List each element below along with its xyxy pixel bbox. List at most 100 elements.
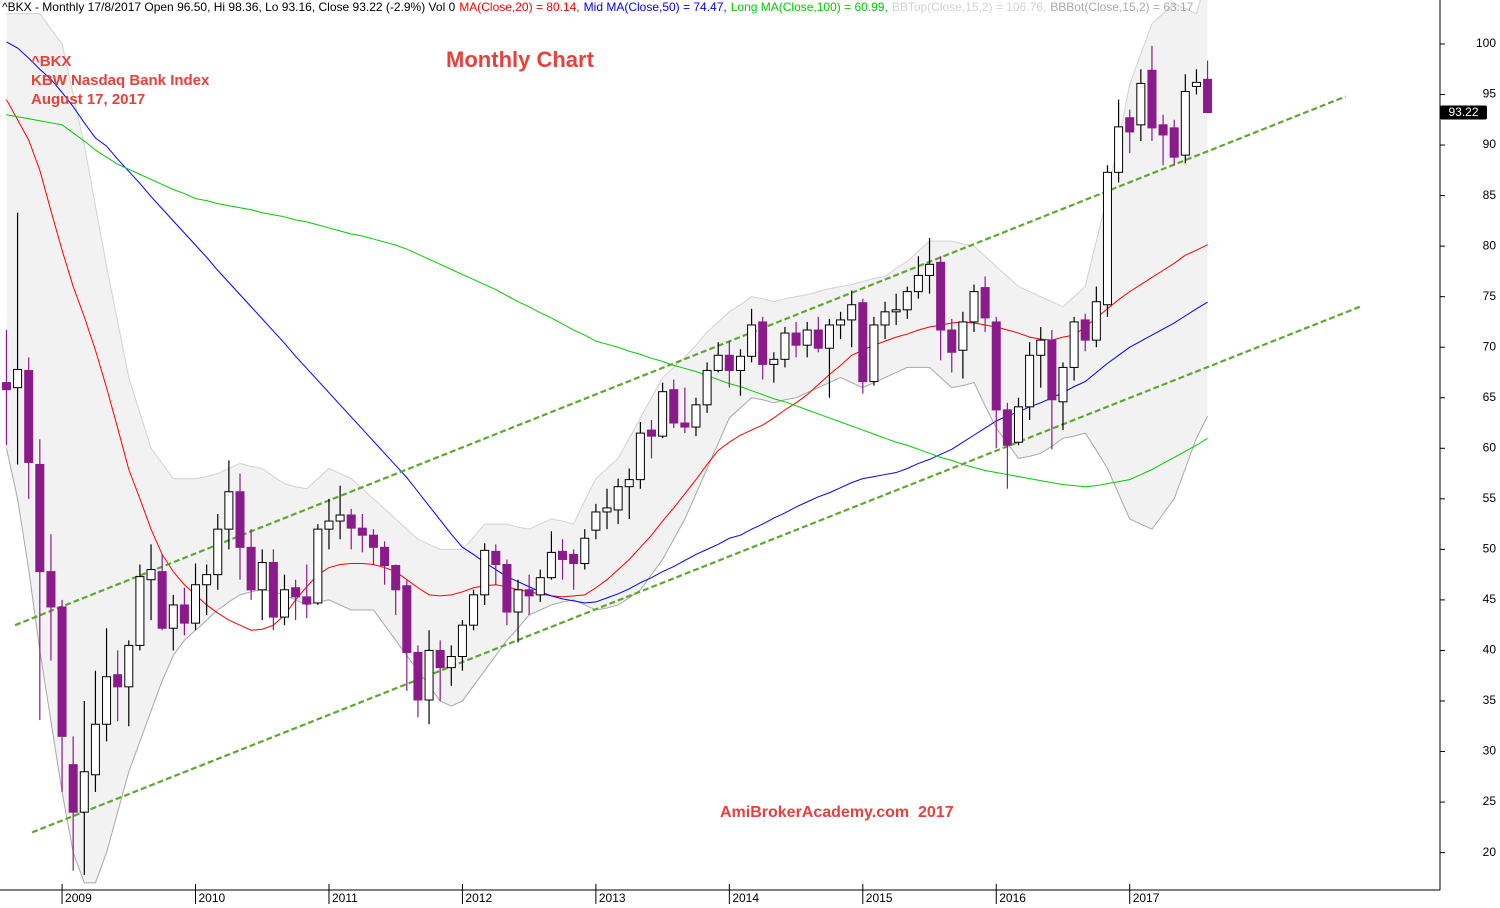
trend-line: [31, 305, 1361, 834]
y-tick-label: 50: [1483, 542, 1497, 556]
candle-body: [346, 514, 356, 529]
candle-body: [1191, 81, 1201, 87]
candle-body: [769, 358, 779, 365]
candle-body: [279, 589, 289, 618]
candle-body: [135, 576, 145, 646]
candle-body: [1180, 90, 1190, 156]
candle-body: [124, 644, 134, 688]
candle-body: [1069, 321, 1079, 368]
candle-body: [391, 565, 401, 591]
candle-body: [546, 551, 556, 579]
legend-entry: BBTop(Close,15,2) = 106.76,: [892, 0, 1046, 14]
candle-body: [513, 589, 523, 613]
candle-body: [969, 291, 979, 323]
symbol: ^BKX: [31, 53, 71, 70]
candle-body: [858, 302, 868, 383]
candle-body: [202, 574, 212, 586]
candle-body: [246, 546, 256, 591]
candle-body: [813, 329, 823, 349]
candle-body: [168, 604, 178, 629]
last-price-label: 93.22: [1448, 105, 1478, 119]
y-tick-label: 25: [1483, 794, 1497, 808]
date: August 17, 2017: [31, 91, 145, 108]
candle-body: [146, 569, 156, 581]
candle-body: [457, 624, 467, 658]
candle-body: [880, 311, 890, 326]
candle-body: [1, 382, 11, 391]
candle-body: [424, 649, 434, 701]
candle-body: [1125, 117, 1135, 133]
band-edge: [6, 0, 1201, 550]
candle-body: [936, 261, 946, 331]
legend-entry: BBBot(Close,15,2) = 63.17: [1050, 0, 1193, 14]
candle-body: [1013, 406, 1024, 443]
candle-body: [1102, 171, 1112, 306]
candle-body: [635, 432, 645, 481]
candle-body: [213, 528, 223, 576]
y-tick-label: 35: [1483, 693, 1497, 707]
x-tick-label: 2012: [465, 891, 492, 905]
legend-entry: Long MA(Close,100) = 60.99,: [731, 0, 888, 14]
candle-body: [713, 354, 723, 371]
candle-body: [1080, 319, 1090, 341]
candle-body: [1169, 127, 1179, 158]
legend-entry: Mid MA(Close,50) = 74.47,: [584, 0, 727, 14]
y-tick-label: 70: [1483, 339, 1497, 353]
candle-body: [669, 389, 679, 424]
x-tick-label: 2017: [1133, 891, 1160, 905]
x-tick-label: 2015: [866, 891, 893, 905]
candle-body: [735, 355, 745, 371]
candle-body: [368, 534, 378, 548]
candle-body: [46, 571, 56, 608]
candle-body: [747, 324, 757, 357]
x-tick-label: 2014: [732, 891, 759, 905]
x-tick-label: 2013: [599, 891, 626, 905]
candle-body: [824, 324, 834, 349]
y-tick-label: 95: [1483, 87, 1497, 101]
y-tick-label: 20: [1483, 845, 1497, 859]
legend-entry: MA(Close,20) = 80.14,: [459, 0, 579, 14]
candle-body: [802, 329, 812, 346]
candle-body: [335, 514, 345, 522]
candle-body: [291, 587, 301, 598]
candle-body: [446, 656, 456, 669]
candle-body: [702, 369, 712, 406]
candle-body: [191, 584, 201, 624]
candle-body: [991, 321, 1001, 411]
candle-body: [1002, 409, 1012, 446]
candle-body: [724, 354, 734, 371]
candle-body: [324, 520, 334, 530]
candle-body: [947, 329, 957, 353]
candle-body: [235, 491, 245, 548]
watermark: AmiBrokerAcademy.com 2017: [720, 804, 954, 821]
candle-body: [569, 553, 579, 565]
candle-body: [268, 562, 278, 618]
candle-body: [558, 550, 568, 560]
candle-body: [847, 304, 857, 321]
y-tick-label: 80: [1483, 238, 1497, 252]
candle-body: [646, 429, 656, 437]
y-tick-label: 40: [1483, 643, 1497, 657]
candle-body: [869, 324, 879, 383]
y-tick-label: 100: [1476, 36, 1496, 50]
candle-body: [302, 596, 312, 605]
candle-body: [902, 291, 912, 311]
candle-body: [257, 562, 267, 591]
candle-body: [658, 391, 668, 437]
candle-body: [24, 369, 34, 463]
candle-body: [68, 764, 78, 813]
chart-title: Monthly Chart: [446, 47, 595, 72]
candle-body: [90, 723, 100, 776]
candle-body: [602, 507, 612, 513]
header: ^BKX - Monthly 17/8/2017 Open 96.50, Hi …: [2, 0, 1194, 14]
candle-body: [791, 332, 801, 346]
candle-body: [35, 463, 45, 573]
candle-body: [624, 479, 634, 488]
candle-body: [179, 604, 189, 624]
candle-body: [402, 585, 412, 653]
candle-body: [469, 594, 479, 626]
candle-body: [1091, 301, 1101, 341]
x-tick-label: 2009: [65, 891, 92, 905]
